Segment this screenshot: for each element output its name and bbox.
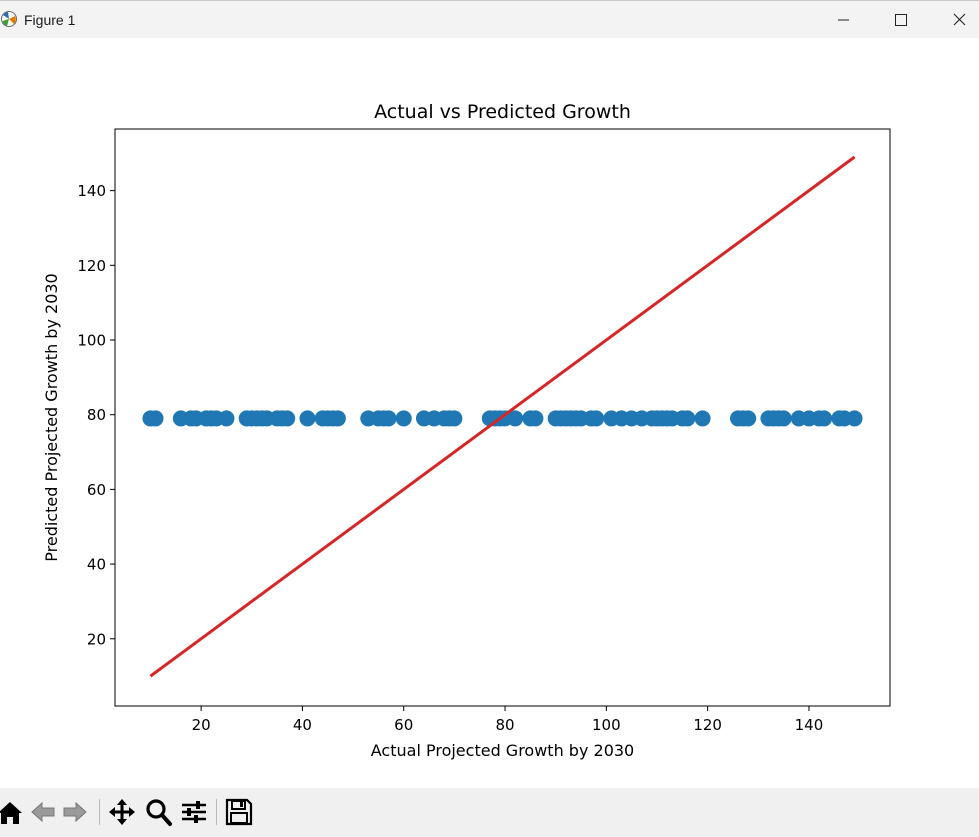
data-point	[446, 410, 463, 427]
configure-subplots-button[interactable]	[179, 797, 209, 827]
magnifier-icon	[146, 799, 172, 826]
data-point	[527, 410, 544, 427]
y-axis-label: Predicted Projected Growth by 2030	[42, 273, 61, 561]
data-point	[299, 410, 316, 427]
y-axis: 20 40 60 80 100 120 140	[77, 182, 115, 648]
figure-canvas: 20 40 60 80 100 120 140 20 40 60 80 100 120 140 Actu…	[0, 38, 979, 788]
data-point	[279, 410, 296, 427]
x-tick-label: 80	[495, 716, 514, 734]
zoom-button[interactable]	[143, 797, 173, 827]
x-tick-label: 20	[192, 716, 211, 734]
close-icon	[953, 13, 966, 26]
y-tick-label: 20	[87, 630, 106, 648]
chart: 20 40 60 80 100 120 140 20 40 60 80 100 120 140 Actu…	[42, 101, 891, 760]
navigation-toolbar	[0, 788, 979, 837]
close-button[interactable]	[930, 1, 979, 39]
x-axis: 20 40 60 80 100 120 140	[192, 706, 824, 734]
data-point	[507, 410, 524, 427]
toolbar-separator	[99, 799, 100, 825]
forward-arrow-icon	[63, 801, 87, 823]
plot-layer	[142, 155, 863, 678]
home-button[interactable]	[0, 797, 25, 827]
data-point	[329, 410, 346, 427]
y-tick-label: 40	[87, 556, 106, 574]
home-icon	[0, 802, 22, 824]
maximize-button[interactable]	[872, 1, 930, 39]
app-icon	[1, 11, 17, 27]
sliders-icon	[182, 801, 206, 823]
data-point	[740, 410, 757, 427]
x-tick-label: 60	[394, 716, 413, 734]
y-tick-label: 140	[77, 182, 106, 200]
data-point	[147, 410, 164, 427]
minimize-button[interactable]	[814, 1, 872, 39]
window-titlebar: Figure 1	[0, 0, 979, 38]
y-tick-label: 120	[77, 257, 106, 275]
floppy-disk-icon	[225, 798, 253, 826]
move-icon	[109, 799, 135, 825]
save-button[interactable]	[224, 797, 254, 827]
data-point	[846, 410, 863, 427]
reference-line	[149, 155, 856, 678]
toolbar-separator	[216, 799, 217, 825]
data-point	[816, 410, 833, 427]
forward-button[interactable]	[60, 797, 90, 827]
x-tick-label: 40	[293, 716, 312, 734]
y-tick-label: 80	[87, 406, 106, 424]
data-point	[395, 410, 412, 427]
data-point	[218, 410, 235, 427]
back-button[interactable]	[28, 797, 58, 827]
x-axis-label: Actual Projected Growth by 2030	[371, 741, 634, 760]
minimize-icon	[838, 19, 849, 21]
y-tick-label: 60	[87, 481, 106, 499]
back-arrow-icon	[31, 801, 55, 823]
data-point	[679, 410, 696, 427]
maximize-icon	[895, 14, 907, 26]
x-tick-label: 140	[795, 716, 824, 734]
pan-button[interactable]	[107, 797, 137, 827]
x-tick-label: 120	[693, 716, 722, 734]
data-point	[775, 410, 792, 427]
chart-title: Actual vs Predicted Growth	[374, 101, 631, 123]
data-point	[588, 410, 605, 427]
data-point	[694, 410, 711, 427]
y-tick-label: 100	[77, 332, 106, 350]
data-point	[380, 410, 397, 427]
axes-frame	[114, 128, 891, 707]
window-title: Figure 1	[24, 12, 76, 28]
x-tick-label: 100	[592, 716, 621, 734]
